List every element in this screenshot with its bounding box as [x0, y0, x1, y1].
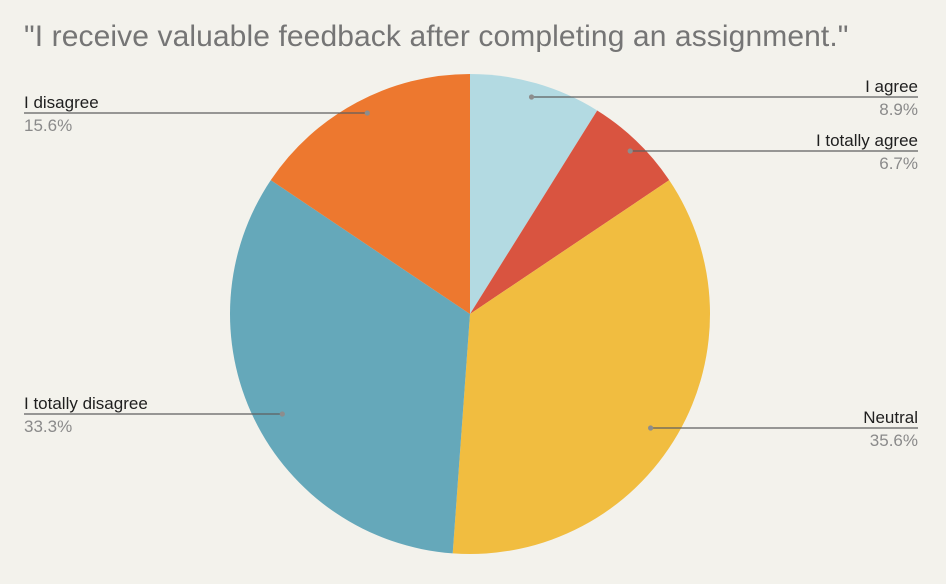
pie-slice-i-agree: [470, 74, 598, 314]
leader-dot-i-disagree: [364, 110, 370, 116]
leader-dot-i-totally-disagree: [279, 411, 285, 417]
chart-title: "I receive valuable feedback after compl…: [24, 20, 849, 53]
slice-percent-i-disagree: 15.6%: [24, 116, 72, 135]
slice-percent-i-agree: 8.9%: [879, 100, 918, 119]
pie-slice-neutral: [452, 180, 710, 554]
slice-label-i-totally-disagree: I totally disagree: [24, 394, 148, 413]
slice-percent-i-totally-disagree: 33.3%: [24, 417, 72, 436]
slice-label-neutral: Neutral: [863, 408, 918, 427]
leader-dot-i-agree: [528, 94, 535, 100]
leader-dot-i-totally-agree: [627, 148, 633, 154]
leader-dot-neutral: [648, 425, 654, 431]
slice-percent-i-totally-agree: 6.7%: [879, 154, 918, 173]
pie-slice-i-totally-agree: [470, 110, 670, 314]
slice-label-i-totally-agree: I totally agree: [816, 131, 918, 150]
pie-slice-i-totally-disagree: [229, 180, 470, 554]
slice-label-i-agree: I agree: [865, 77, 918, 96]
pie-slice-i-disagree: [270, 74, 470, 314]
slice-label-i-disagree: I disagree: [24, 93, 99, 112]
slice-percent-neutral: 35.6%: [870, 431, 918, 450]
